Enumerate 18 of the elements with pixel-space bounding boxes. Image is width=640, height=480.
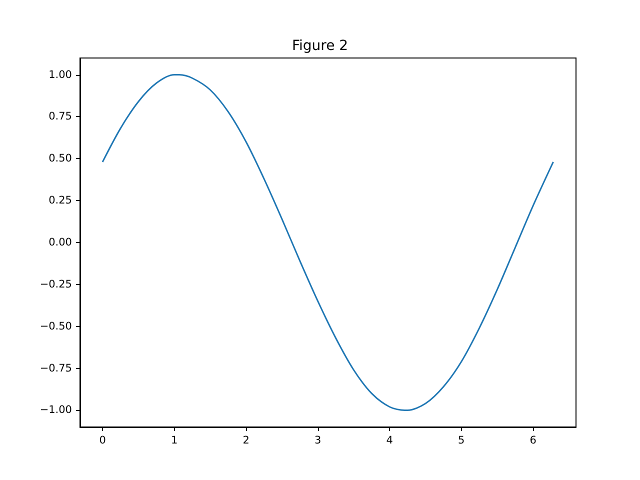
x-tick-label: 4 <box>386 434 394 446</box>
x-tick-label: 0 <box>99 434 106 446</box>
y-tick-label: −1.00 <box>40 404 72 416</box>
y-tick-label: −0.50 <box>40 320 72 332</box>
chart-title: Figure 2 <box>292 38 348 54</box>
x-tick-label: 6 <box>530 434 537 446</box>
y-tick-label: 0.75 <box>48 110 72 123</box>
x-tick-label: 5 <box>458 434 465 446</box>
y-tick-label: 0.25 <box>48 194 72 207</box>
y-tick-label: 0.50 <box>48 152 72 165</box>
x-tick-label: 1 <box>170 434 178 446</box>
line-series <box>102 74 554 411</box>
x-tick-label: 3 <box>314 434 322 446</box>
y-tick-label: 0.00 <box>48 236 72 248</box>
y-tick-label: −0.75 <box>40 362 72 374</box>
x-tick-label: 2 <box>242 434 250 446</box>
y-tick-label: −0.25 <box>40 278 72 290</box>
y-tick-label: 1.00 <box>48 68 72 81</box>
